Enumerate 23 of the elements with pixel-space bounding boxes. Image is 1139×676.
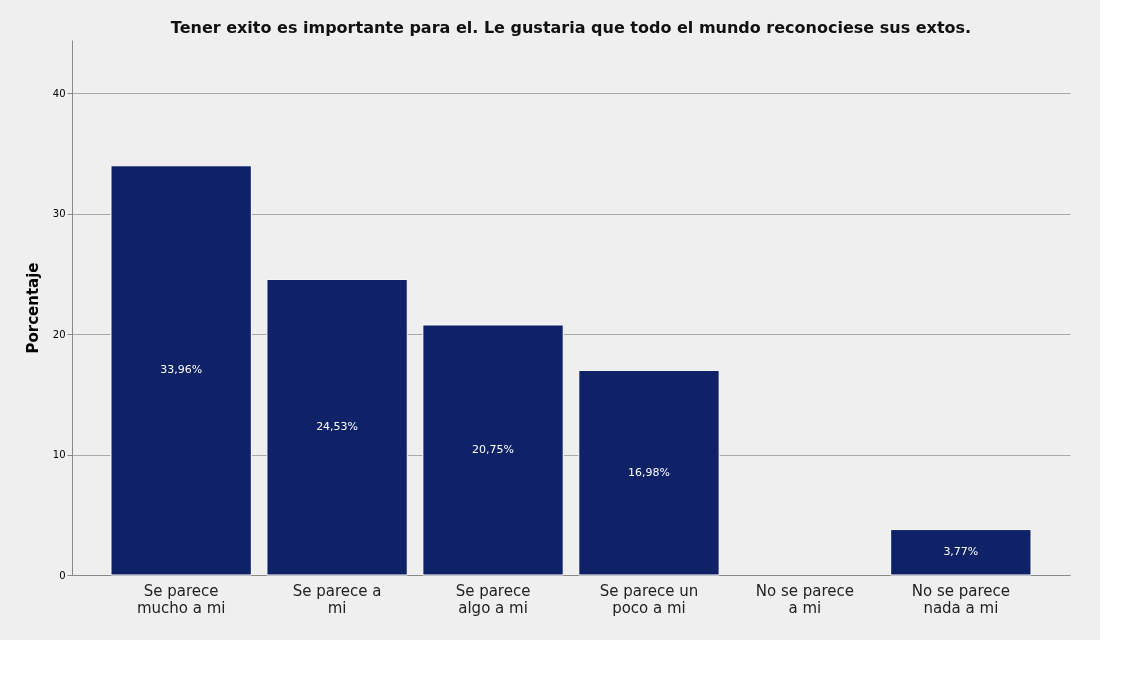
bar	[890, 529, 1032, 576]
x-tick-label: Se parece mucho a mi	[136, 581, 226, 617]
bar	[578, 369, 720, 576]
bar	[422, 324, 564, 576]
data-label: 3,77%	[943, 545, 979, 559]
x-tick-label: Se parece a mi	[292, 581, 382, 617]
x-tick-label: No se parece nada a mi	[911, 581, 1010, 617]
y-tick-label: 10	[52, 449, 66, 460]
x-tick-label: No se parece a mi	[755, 581, 855, 617]
data-label: 24,53%	[316, 420, 359, 434]
y-tick-label: 30	[52, 208, 66, 220]
chart-title: Tener exito es importante para el. Le gustaria que todo el mundo reconociese sus extos.	[170, 18, 972, 37]
y-tick-label: 0	[59, 569, 66, 581]
y-tick-label: 20	[52, 328, 66, 340]
x-tick-label: Se parece un poco a mi	[599, 581, 699, 617]
data-label: 20,75%	[472, 442, 515, 456]
data-label: 33,96%	[160, 363, 203, 377]
bar	[266, 278, 408, 576]
y-tick-label: 40	[52, 87, 66, 99]
y-axis-title: Porcentaje	[23, 262, 42, 354]
bar	[110, 165, 252, 576]
x-tick-label: Se parece algo a mi	[455, 581, 531, 617]
data-label: 16,98%	[627, 465, 670, 479]
